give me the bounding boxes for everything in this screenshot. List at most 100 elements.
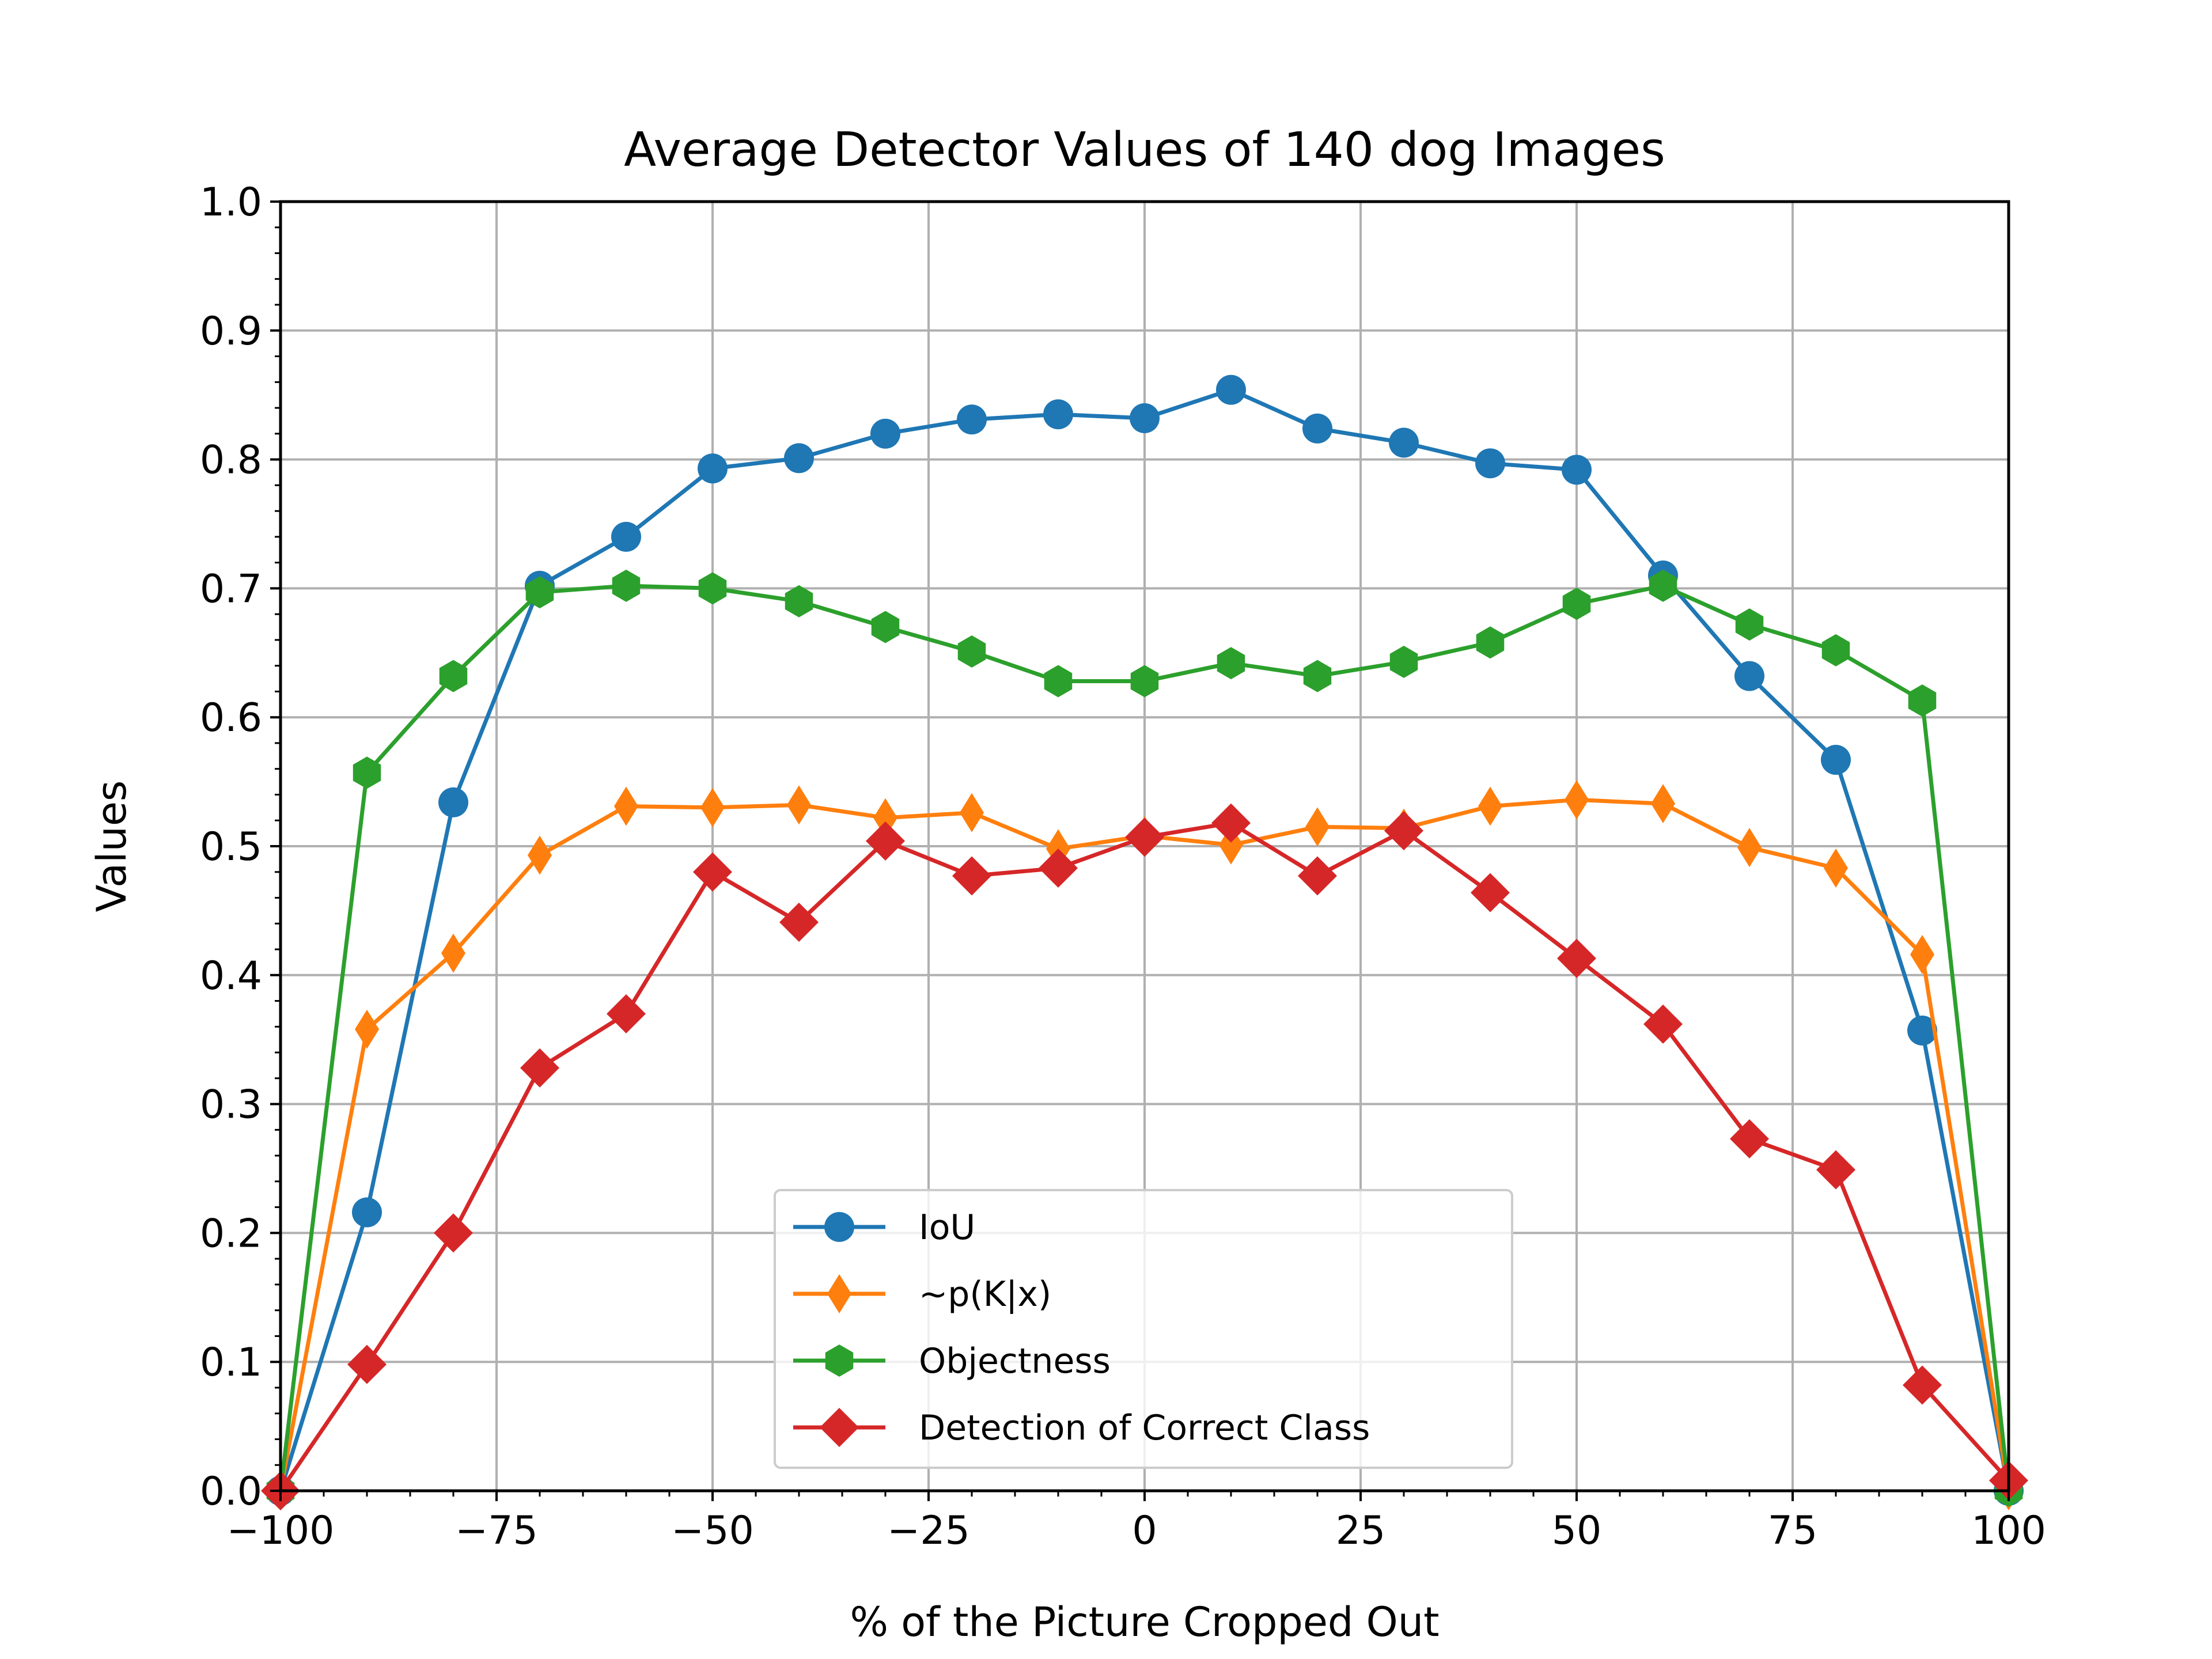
y-tick-label: 0.2	[200, 1211, 262, 1256]
legend-label: Objectness	[919, 1341, 1111, 1381]
x-tick-label: 75	[1768, 1508, 1818, 1554]
y-tick-label: 0.0	[200, 1469, 262, 1514]
data-point	[1044, 665, 1073, 698]
data-point	[1302, 413, 1332, 444]
data-point	[347, 1344, 387, 1384]
data-point	[525, 576, 554, 609]
legend-marker	[825, 1344, 854, 1377]
data-point	[1643, 1004, 1683, 1044]
data-point	[1384, 811, 1423, 851]
x-tick-label: −50	[671, 1508, 754, 1554]
data-point	[528, 835, 552, 875]
x-tick-label: 25	[1336, 1508, 1386, 1554]
series-layer	[261, 374, 2028, 1510]
legend-label: Detection of Correct Class	[919, 1408, 1370, 1448]
data-point	[607, 994, 646, 1033]
data-point	[1816, 1150, 1855, 1190]
y-tick-label: 0.8	[200, 438, 262, 483]
y-tick-label: 0.3	[200, 1082, 262, 1128]
data-point	[1130, 665, 1159, 698]
legend-entry: Detection of Correct Class	[793, 1408, 1370, 1448]
data-point	[1039, 849, 1078, 888]
data-point	[1824, 849, 1848, 888]
data-point	[1217, 647, 1245, 680]
data-point	[1649, 569, 1677, 602]
data-point	[1303, 660, 1332, 692]
data-point	[870, 418, 900, 449]
data-point	[434, 1213, 473, 1253]
series-3	[261, 803, 2028, 1510]
data-point	[1389, 427, 1419, 458]
legend-entry: ~p(K|x)	[793, 1274, 1051, 1315]
data-point	[1305, 807, 1330, 847]
data-point	[1651, 784, 1675, 824]
legend-marker	[820, 1408, 859, 1447]
series-2	[266, 569, 2023, 1507]
data-point	[960, 793, 984, 832]
x-tick-label: 0	[1132, 1508, 1157, 1554]
data-point	[779, 903, 819, 942]
data-point	[866, 821, 905, 861]
data-point	[1125, 817, 1164, 857]
y-tick-label: 0.4	[200, 953, 262, 999]
x-tick-label: 50	[1552, 1508, 1602, 1554]
x-tick-label: −75	[455, 1508, 538, 1554]
y-tick-label: 0.6	[200, 695, 262, 741]
data-point	[957, 635, 986, 668]
data-point	[1734, 661, 1764, 691]
y-tick-label: 1.0	[200, 180, 262, 225]
data-point	[611, 521, 641, 552]
data-point	[698, 453, 728, 484]
legend-marker	[827, 1274, 851, 1313]
data-point	[957, 404, 987, 435]
data-point	[1211, 803, 1251, 843]
data-point	[1562, 454, 1592, 485]
data-point	[1389, 645, 1418, 678]
data-point	[1737, 828, 1762, 868]
data-point	[1565, 780, 1589, 820]
data-point	[1910, 934, 1934, 974]
x-tick-label: −25	[887, 1508, 970, 1554]
data-point	[1298, 856, 1337, 896]
x-axis-label: % of the Picture Cropped Out	[850, 1599, 1439, 1646]
data-point	[612, 569, 641, 602]
data-point	[1821, 745, 1851, 775]
legend: IoU ~p(K|x) Objectness Detection of Correct…	[774, 1189, 1513, 1469]
data-point	[1478, 786, 1502, 826]
data-point	[353, 756, 381, 789]
data-point	[1562, 588, 1591, 620]
data-point	[614, 786, 638, 826]
data-point	[871, 611, 900, 643]
data-point	[352, 1197, 382, 1228]
legend-entry: IoU	[793, 1207, 975, 1248]
data-point	[1471, 873, 1510, 912]
data-point	[1216, 374, 1246, 405]
y-tick-label: 0.1	[200, 1340, 262, 1385]
data-point	[1907, 1016, 1937, 1046]
data-point	[698, 572, 727, 605]
legend-marker	[824, 1212, 854, 1242]
data-point	[1903, 1365, 1942, 1405]
data-point	[693, 852, 732, 892]
legend-label: IoU	[919, 1207, 975, 1248]
axis-ticks: −100 −75 −50 −25 0 25 50 75 100 0.0 0.1 0.2 0.3 0.4 0.…	[200, 180, 2046, 1554]
y-tick-label: 0.5	[200, 824, 262, 870]
data-point	[785, 585, 813, 618]
data-point	[700, 787, 725, 827]
data-point	[784, 443, 814, 474]
y-tick-label: 0.7	[200, 566, 262, 612]
data-point	[1730, 1119, 1769, 1159]
data-point	[1735, 608, 1764, 641]
data-point	[1557, 938, 1596, 978]
x-tick-label: −100	[227, 1508, 335, 1554]
data-point	[1476, 626, 1505, 659]
y-tick-label: 0.9	[200, 309, 262, 354]
data-point	[952, 856, 991, 896]
x-tick-label: 100	[1971, 1508, 2046, 1554]
y-axis-label: Values	[88, 781, 135, 912]
data-point	[1130, 403, 1160, 433]
chart-title: Average Detector Values of 140 dog Image…	[624, 123, 1665, 177]
data-point	[1043, 399, 1073, 430]
data-point	[1908, 684, 1937, 717]
